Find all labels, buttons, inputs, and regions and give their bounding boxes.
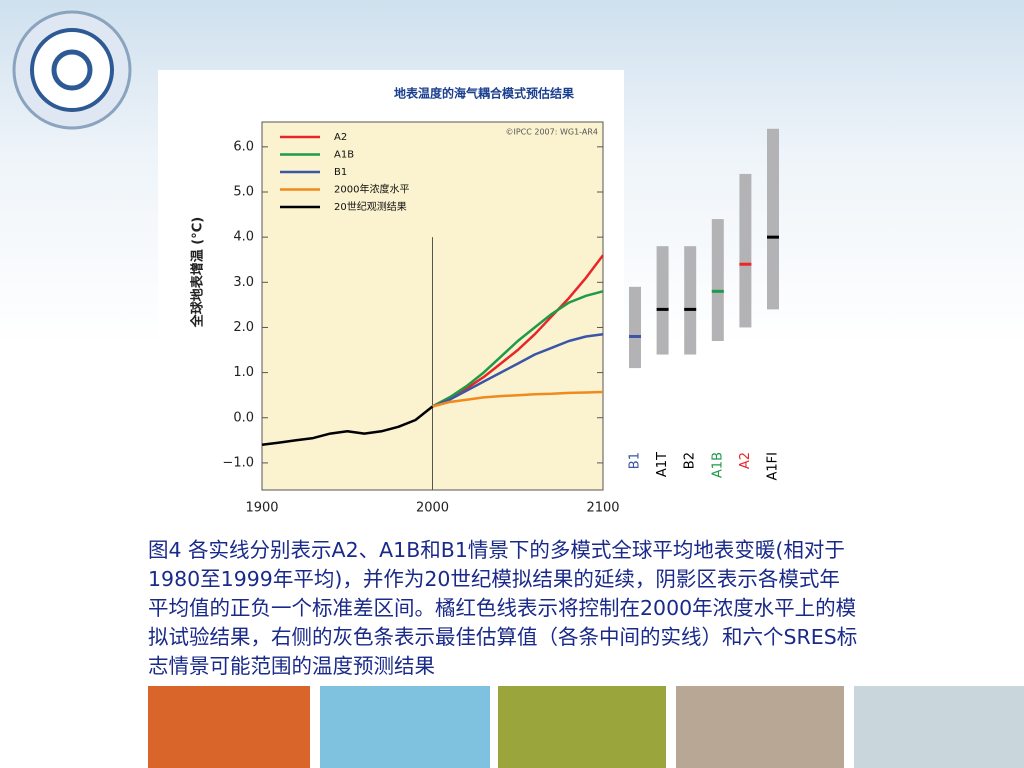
legend-label: B1 [334,167,347,178]
legend-label: 20世纪观测结果 [334,200,407,213]
y-tick-label: 2.0 [233,320,254,335]
x-tick-label: 2100 [586,501,619,516]
y-axis-label: 全球地表增温 (°C) [190,217,206,328]
caption: 图4 各实线分别表示A2、A1B和B1情景下的多模式全球平均地表变暖(相对于19… [148,538,858,678]
range-label: A1T [655,452,670,477]
range-bar [711,219,724,341]
series-line [261,405,434,447]
series-line [432,332,604,408]
range-bar [767,128,779,310]
y-tick-label: 5.0 [233,184,254,199]
legend-label: A2 [334,132,347,143]
legend-label: A1B [334,150,354,161]
x-tick-label: 2000 [416,501,449,516]
range-label: A1FI [766,452,781,480]
y-tick-label: 6.0 [233,139,254,154]
legend-label: 2000年浓度水平 [334,183,409,196]
range-label: A2 [738,452,753,469]
chart-title: 地表温度的海气耦合模式预估结果 [394,86,574,101]
y-tick-label: 0.0 [233,410,254,425]
y-tick-label: 1.0 [233,365,254,380]
range-bar [656,246,669,355]
y-tick-label: 3.0 [233,275,254,290]
range-label: B2 [683,452,698,469]
range-label: B1 [628,452,643,469]
photo-strip [148,686,1024,768]
credit: ©IPCC 2007: WG1-AR4 [505,128,598,137]
logo [12,10,132,130]
range-bar [739,173,752,328]
x-tick-label: 1900 [245,501,278,516]
series-line [431,254,604,408]
series-line [431,290,604,408]
range-bar [629,286,641,369]
series-line [432,390,604,408]
range-label: A1B [710,452,725,478]
y-tick-label: −1.0 [222,455,254,470]
range-bar [684,246,697,355]
y-tick-label: 4.0 [233,230,254,245]
